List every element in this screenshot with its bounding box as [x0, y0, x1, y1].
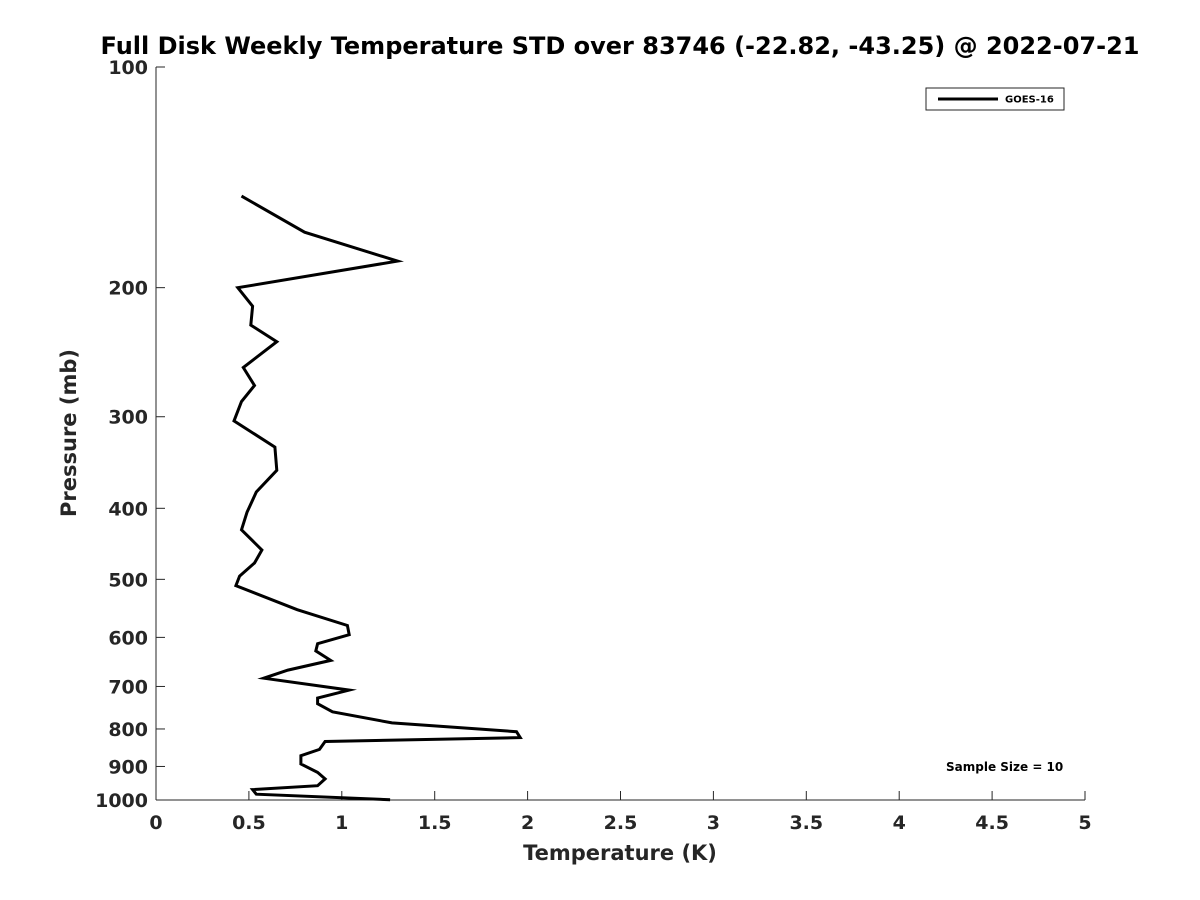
y-tick-label: 700 [108, 676, 148, 698]
y-tick-label: 500 [108, 569, 148, 591]
y-tick-label: 300 [108, 407, 148, 429]
x-tick-label: 4.5 [975, 812, 1009, 834]
x-tick-label: 0 [149, 812, 162, 834]
x-tick-label: 1 [335, 812, 348, 834]
legend-label-goes-16: GOES-16 [1005, 95, 1054, 106]
x-tick-label: 3 [707, 812, 720, 834]
legend: GOES-16 [925, 87, 1065, 111]
x-tick-label: 1.5 [418, 812, 452, 834]
series-line-goes-16 [232, 194, 523, 802]
y-axis-title: Pressure (mb) [57, 349, 81, 517]
y-tick-label: 100 [108, 57, 148, 79]
y-tick-label: 400 [108, 498, 148, 520]
x-tick-label: 2 [521, 812, 534, 834]
y-tick-label: 1000 [95, 790, 148, 812]
y-tick-label: 800 [108, 719, 148, 741]
x-tick-label: 3.5 [789, 812, 823, 834]
y-tick-label: 900 [108, 756, 148, 778]
y-ticks: 100 200 300 400 500 600 700 800 900 1000 [95, 57, 165, 812]
x-axis-title: Temperature (K) [523, 841, 717, 865]
series-layer [232, 194, 523, 802]
sample-size-annotation: Sample Size = 10 [946, 760, 1063, 774]
y-tick-label: 200 [108, 278, 148, 300]
chart-title: Full Disk Weekly Temperature STD over 83… [101, 32, 1140, 60]
x-tick-label: 2.5 [604, 812, 638, 834]
x-ticks: 0 0.5 1 1.5 2 2.5 3 3.5 4 4.5 5 [149, 791, 1092, 834]
x-tick-label: 5 [1078, 812, 1091, 834]
y-tick-label: 600 [108, 627, 148, 649]
x-tick-label: 0.5 [232, 812, 266, 834]
x-tick-label: 4 [893, 812, 906, 834]
